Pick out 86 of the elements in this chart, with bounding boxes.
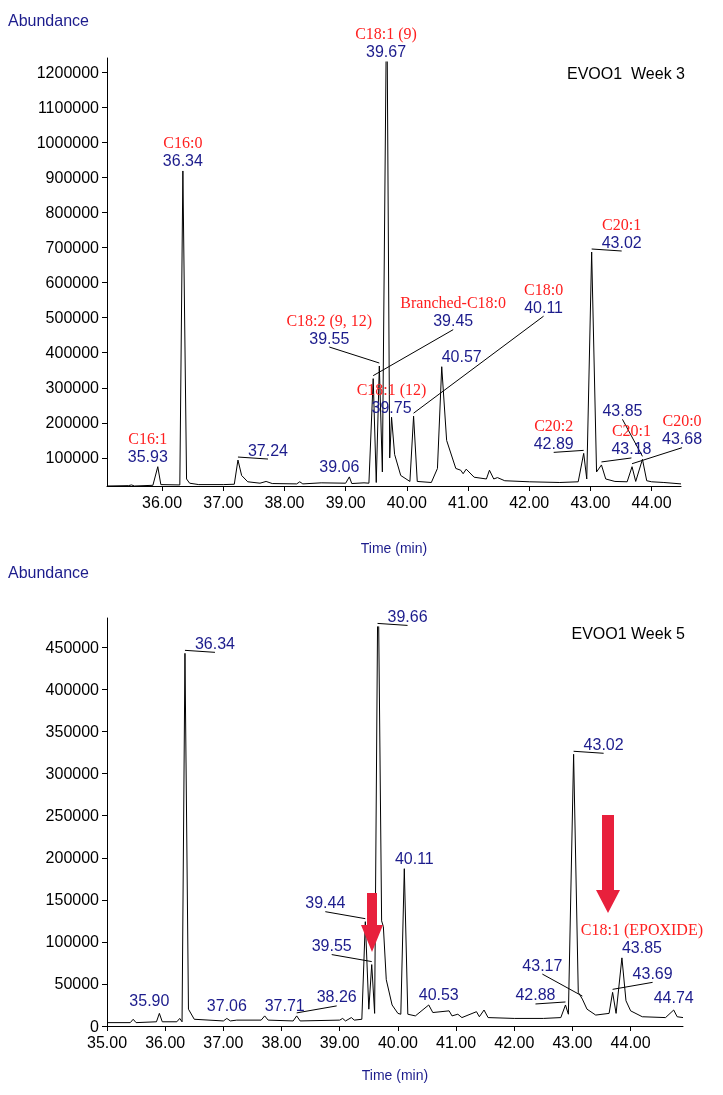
annotation: C16:0 — [163, 134, 203, 152]
annotation: C16:1 — [128, 430, 168, 448]
y-tick-label: 700000 — [45, 238, 100, 256]
annotation: 40.11 — [394, 850, 434, 868]
y-tick-label: 400000 — [45, 681, 100, 699]
x-tick-label: 44.00 — [610, 1033, 651, 1051]
annotation: C18:1 (9) — [355, 25, 417, 44]
annotation: 39.66 — [387, 607, 428, 625]
x-tick-label: 40.00 — [386, 493, 427, 511]
annotation: C20:1 — [602, 215, 642, 233]
x-tick-label: 43.00 — [570, 493, 611, 511]
annotation: 43.85 — [621, 939, 663, 957]
annotation: 35.90 — [129, 991, 170, 1009]
x-tick-label: 38.00 — [264, 493, 305, 511]
y-tick-label: 300000 — [45, 765, 100, 783]
y-tick-label: 500000 — [45, 309, 100, 327]
y-tick-label: 50000 — [54, 975, 100, 993]
x-tick-label: 43.00 — [552, 1033, 593, 1051]
x-tick-label: 37.00 — [203, 1033, 244, 1051]
annotation: 37.24 — [247, 441, 289, 459]
annotation: 40.53 — [418, 986, 459, 1004]
annotation: 43.69 — [632, 964, 673, 982]
y-axis-title: Abundance — [8, 563, 90, 581]
x-axis-title: Time (min) — [360, 540, 428, 556]
annotation: 39.44 — [305, 894, 346, 912]
annotation: 37.71 — [264, 997, 305, 1015]
y-tick-label: 350000 — [45, 723, 100, 741]
annotation: 36.34 — [194, 634, 236, 652]
y-tick-label: 100000 — [45, 933, 100, 951]
x-axis-title: Time (min) — [361, 1067, 429, 1083]
x-tick-label: 41.00 — [448, 493, 489, 511]
y-tick-label: 250000 — [45, 807, 100, 825]
annotation: 35.93 — [127, 448, 168, 466]
x-tick-label: 42.00 — [494, 1033, 535, 1051]
annotation: Branched-C18:0 — [400, 294, 507, 312]
annotation: 40.11 — [524, 298, 564, 316]
x-tick-label: 37.00 — [203, 493, 244, 511]
x-tick-label: 42.00 — [509, 493, 550, 511]
annotation: 39.55 — [309, 329, 350, 347]
y-tick-label: 200000 — [45, 849, 100, 867]
annotation: C20:0 — [662, 412, 702, 430]
y-tick-label: 300000 — [45, 379, 100, 397]
annotation: 39.45 — [433, 312, 474, 330]
annotation: 43.85 — [602, 401, 643, 419]
annotation: 36.34 — [162, 152, 203, 170]
y-tick-label: 900000 — [45, 168, 100, 186]
annotation: 44.74 — [653, 988, 694, 1006]
x-tick-label: 39.00 — [325, 493, 366, 511]
x-tick-label: 36.00 — [142, 493, 183, 511]
annotation: 39.55 — [311, 937, 352, 955]
x-tick-label: 40.00 — [377, 1033, 419, 1051]
y-tick-label: 1000000 — [36, 133, 100, 151]
y-tick-label: 800000 — [45, 203, 100, 221]
annotation: 38.26 — [316, 988, 357, 1006]
annotation: 43.02 — [583, 735, 624, 753]
annotation: 42.88 — [515, 986, 556, 1004]
annotation: 37.06 — [206, 996, 247, 1014]
x-tick-label: 41.00 — [436, 1033, 477, 1051]
annotation: C18:0 — [524, 280, 564, 298]
y-tick-label: 0 — [90, 1017, 100, 1035]
annotation: 43.17 — [522, 956, 563, 974]
annotation: 43.02 — [601, 233, 642, 251]
annotation: 42.89 — [533, 434, 574, 452]
chart-title: EVOO1 Week 3 — [567, 64, 686, 82]
annotation: 40.57 — [441, 348, 482, 366]
y-tick-label: 600000 — [45, 274, 100, 292]
y-tick-label: 450000 — [45, 638, 100, 656]
y-tick-label: 400000 — [45, 344, 100, 362]
annotation: C18:2 (9, 12) — [286, 311, 373, 330]
x-tick-label: 35.00 — [86, 1033, 128, 1051]
x-tick-label: 38.00 — [261, 1033, 302, 1051]
y-tick-label: 200000 — [45, 414, 100, 432]
y-tick-label: 150000 — [45, 891, 100, 909]
x-tick-label: 36.00 — [145, 1033, 186, 1051]
annotation: C20:2 — [534, 416, 574, 434]
annotation: 43.68 — [662, 430, 703, 448]
y-tick-label: 1200000 — [36, 63, 100, 81]
annotation: 39.06 — [319, 458, 360, 476]
annotation: C18:1 (EPOXIDE) — [580, 921, 704, 940]
y-tick-label: 100000 — [45, 449, 100, 467]
annotation: 39.67 — [366, 43, 407, 61]
y-axis-title: Abundance — [8, 11, 90, 29]
chart-title: EVOO1 Week 5 — [571, 624, 686, 642]
y-tick-label: 1100000 — [37, 98, 100, 116]
x-tick-label: 39.00 — [319, 1033, 360, 1051]
x-tick-label: 44.00 — [631, 493, 672, 511]
